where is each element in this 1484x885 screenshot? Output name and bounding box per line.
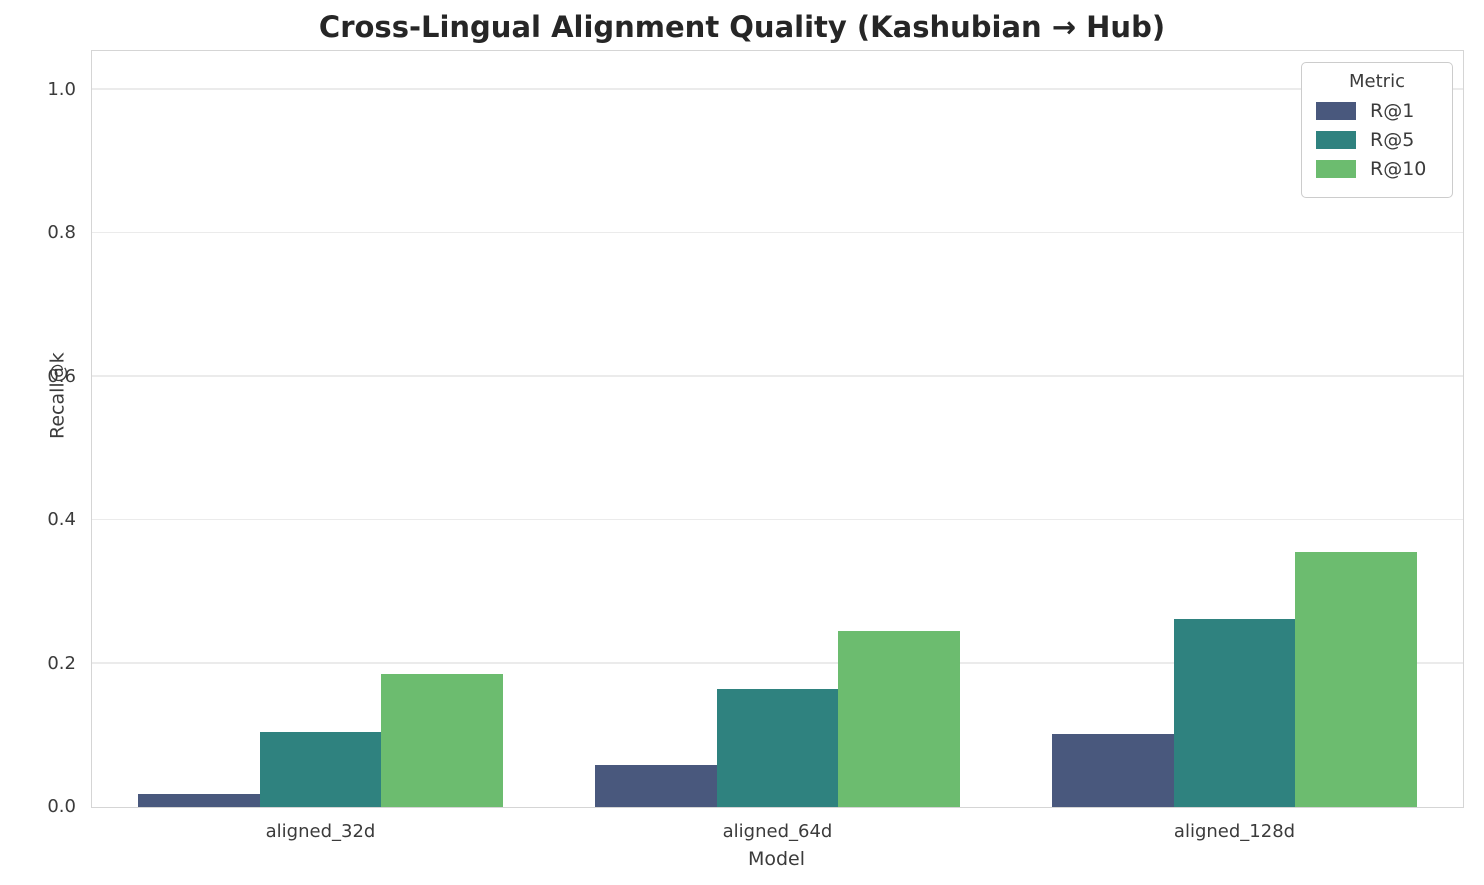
x-axis-label: Model xyxy=(747,848,806,870)
y-tick-label-0.0: 0.0 xyxy=(47,796,76,817)
bar-aligned_32d-R@1 xyxy=(137,794,260,807)
gridline-y-1.0 xyxy=(92,88,1463,90)
y-tick-label-0.4: 0.4 xyxy=(47,509,76,531)
bar-aligned_32d-R@10 xyxy=(381,673,504,807)
legend-swatch-R@10 xyxy=(1316,160,1356,178)
gridline-y-0.6 xyxy=(92,375,1463,377)
legend-label-R@1: R@1 xyxy=(1370,100,1415,122)
x-tick-label-aligned_64d: aligned_64d xyxy=(722,821,833,842)
y-tick-label-0.2: 0.2 xyxy=(47,652,76,674)
legend-label-R@5: R@5 xyxy=(1370,129,1415,151)
bar-aligned_64d-R@1 xyxy=(594,765,717,807)
gridline-y-0.4 xyxy=(92,518,1463,521)
bar-aligned_32d-R@5 xyxy=(259,731,382,807)
y-tick-label-1.0: 1.0 xyxy=(47,78,76,100)
legend-item-R@10: R@10 xyxy=(1316,158,1438,180)
bar-aligned_128d-R@10 xyxy=(1295,552,1418,807)
legend-swatch-R@5 xyxy=(1316,131,1356,149)
plot-area: 0.0 0.2 0.4 0.6 0.8 1.0 aligned_32d aligned_64d… xyxy=(47,50,1464,842)
legend-items: R@1 R@5 R@10 xyxy=(1312,100,1442,180)
bar-aligned_128d-R@1 xyxy=(1051,733,1174,807)
legend-label-R@10: R@10 xyxy=(1370,158,1427,180)
x-tick-label-aligned_128d: aligned_128d xyxy=(1173,821,1296,842)
chart-title: Cross-Lingual Alignment Quality (Kashubi… xyxy=(318,10,1166,44)
gridline-y-0.2 xyxy=(92,662,1463,664)
bar-aligned_128d-R@5 xyxy=(1173,619,1296,807)
legend-title: Metric xyxy=(1349,71,1405,92)
legend-item-R@5: R@5 xyxy=(1316,129,1438,151)
gridline-y-0.8 xyxy=(92,231,1463,234)
bar-aligned_64d-R@5 xyxy=(716,688,839,807)
y-tick-label-0.6: 0.6 xyxy=(47,365,76,387)
y-axis-label: Recall@k xyxy=(46,352,69,439)
x-tick-label-aligned_32d: aligned_32d xyxy=(265,821,376,842)
legend: Metric R@1 R@5 R@10 xyxy=(1301,62,1453,198)
legend-item-R@1: R@1 xyxy=(1316,100,1438,122)
bar-aligned_64d-R@10 xyxy=(838,630,961,807)
legend-swatch-R@1 xyxy=(1316,102,1356,120)
y-tick-label-0.8: 0.8 xyxy=(47,222,76,244)
